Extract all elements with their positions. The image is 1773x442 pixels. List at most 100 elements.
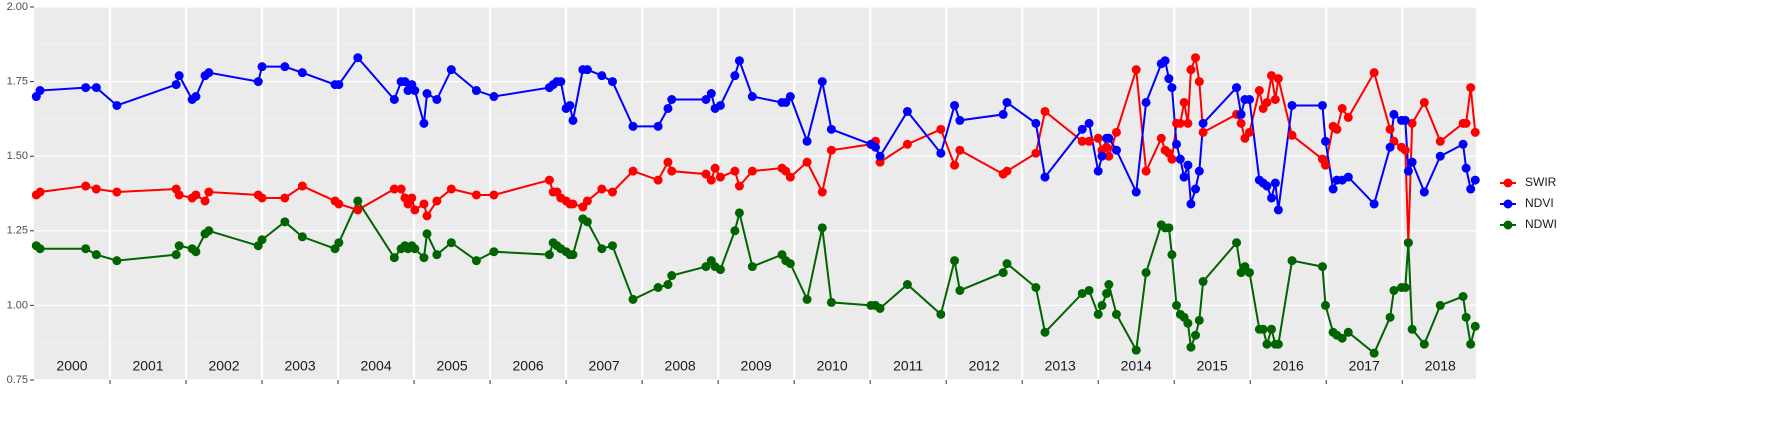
legend-label: NDVI <box>1525 196 1554 210</box>
data-point <box>407 193 417 203</box>
data-point <box>701 262 711 272</box>
data-point <box>1167 154 1177 164</box>
data-point <box>204 187 214 197</box>
data-point <box>1104 280 1114 290</box>
data-point <box>1273 74 1283 84</box>
data-point <box>204 226 214 236</box>
data-point <box>257 235 267 245</box>
data-point <box>936 124 946 134</box>
data-point <box>556 77 566 87</box>
data-point <box>297 68 307 78</box>
y-tick-label: 1.00 <box>7 299 28 311</box>
data-point <box>1317 262 1327 272</box>
data-point <box>1435 300 1445 310</box>
data-point <box>1198 118 1208 128</box>
data-point <box>875 303 885 313</box>
data-point <box>1194 77 1204 87</box>
data-point <box>1236 109 1246 119</box>
data-point <box>902 139 912 149</box>
data-point <box>432 196 442 206</box>
data-point <box>204 68 214 78</box>
data-point <box>1164 223 1174 233</box>
data-point <box>785 92 795 102</box>
legend-label: NDWI <box>1525 217 1557 231</box>
data-point <box>1131 187 1141 197</box>
data-point <box>253 77 263 87</box>
x-tick-label: 2018 <box>1425 358 1456 374</box>
data-point <box>667 95 677 105</box>
data-point <box>446 184 456 194</box>
data-point <box>1002 97 1012 107</box>
data-point <box>1236 118 1246 128</box>
data-point <box>710 163 720 173</box>
data-point <box>955 115 965 125</box>
data-point <box>1183 160 1193 170</box>
data-point <box>1343 327 1353 337</box>
data-point <box>1320 300 1330 310</box>
data-point <box>1232 83 1242 93</box>
data-point <box>1435 151 1445 161</box>
data-point <box>950 100 960 110</box>
data-point <box>1031 282 1041 292</box>
data-point <box>1186 199 1196 209</box>
data-point <box>410 244 420 254</box>
data-point <box>875 151 885 161</box>
data-point <box>1332 124 1342 134</box>
data-point <box>1470 175 1480 185</box>
data-point <box>1097 300 1107 310</box>
data-point <box>280 217 290 227</box>
data-point <box>422 229 432 239</box>
x-tick-label: 2008 <box>665 358 696 374</box>
data-point <box>1337 103 1347 113</box>
data-point <box>422 89 432 99</box>
data-point <box>1287 100 1297 110</box>
data-point <box>1262 181 1272 191</box>
data-point <box>955 285 965 295</box>
data-point <box>1466 83 1476 93</box>
data-point <box>1407 118 1417 128</box>
data-point <box>81 83 91 93</box>
data-point <box>1389 109 1399 119</box>
data-point <box>389 184 399 194</box>
data-point <box>1262 97 1272 107</box>
data-point <box>1435 136 1445 146</box>
data-point <box>730 226 740 236</box>
data-point <box>706 175 716 185</box>
data-point <box>1156 133 1166 143</box>
data-point <box>747 92 757 102</box>
data-point <box>568 115 578 125</box>
data-point <box>1328 184 1338 194</box>
data-point <box>1320 160 1330 170</box>
data-point <box>1287 130 1297 140</box>
data-point <box>81 181 91 191</box>
data-point <box>1111 127 1121 137</box>
data-point <box>1466 339 1476 349</box>
data-point <box>191 247 201 257</box>
x-tick-label: 2017 <box>1349 358 1380 374</box>
data-point <box>1002 259 1012 269</box>
data-point <box>950 256 960 266</box>
data-point <box>1273 339 1283 349</box>
data-point <box>1131 345 1141 355</box>
data-point <box>734 181 744 191</box>
data-point <box>597 184 607 194</box>
data-point <box>1141 268 1151 278</box>
data-point <box>597 71 607 81</box>
data-point <box>1198 127 1208 137</box>
data-point <box>1031 148 1041 158</box>
data-point <box>817 187 827 197</box>
data-point <box>471 256 481 266</box>
data-point <box>565 100 575 110</box>
data-point <box>1093 309 1103 319</box>
data-point <box>1389 285 1399 295</box>
data-point <box>701 169 711 179</box>
data-point <box>171 80 181 90</box>
data-point <box>1385 312 1395 322</box>
data-point <box>544 175 554 185</box>
y-tick-label: 1.50 <box>7 150 28 162</box>
data-point <box>653 175 663 185</box>
data-point <box>667 271 677 281</box>
data-point <box>607 241 617 251</box>
data-point <box>91 250 101 260</box>
